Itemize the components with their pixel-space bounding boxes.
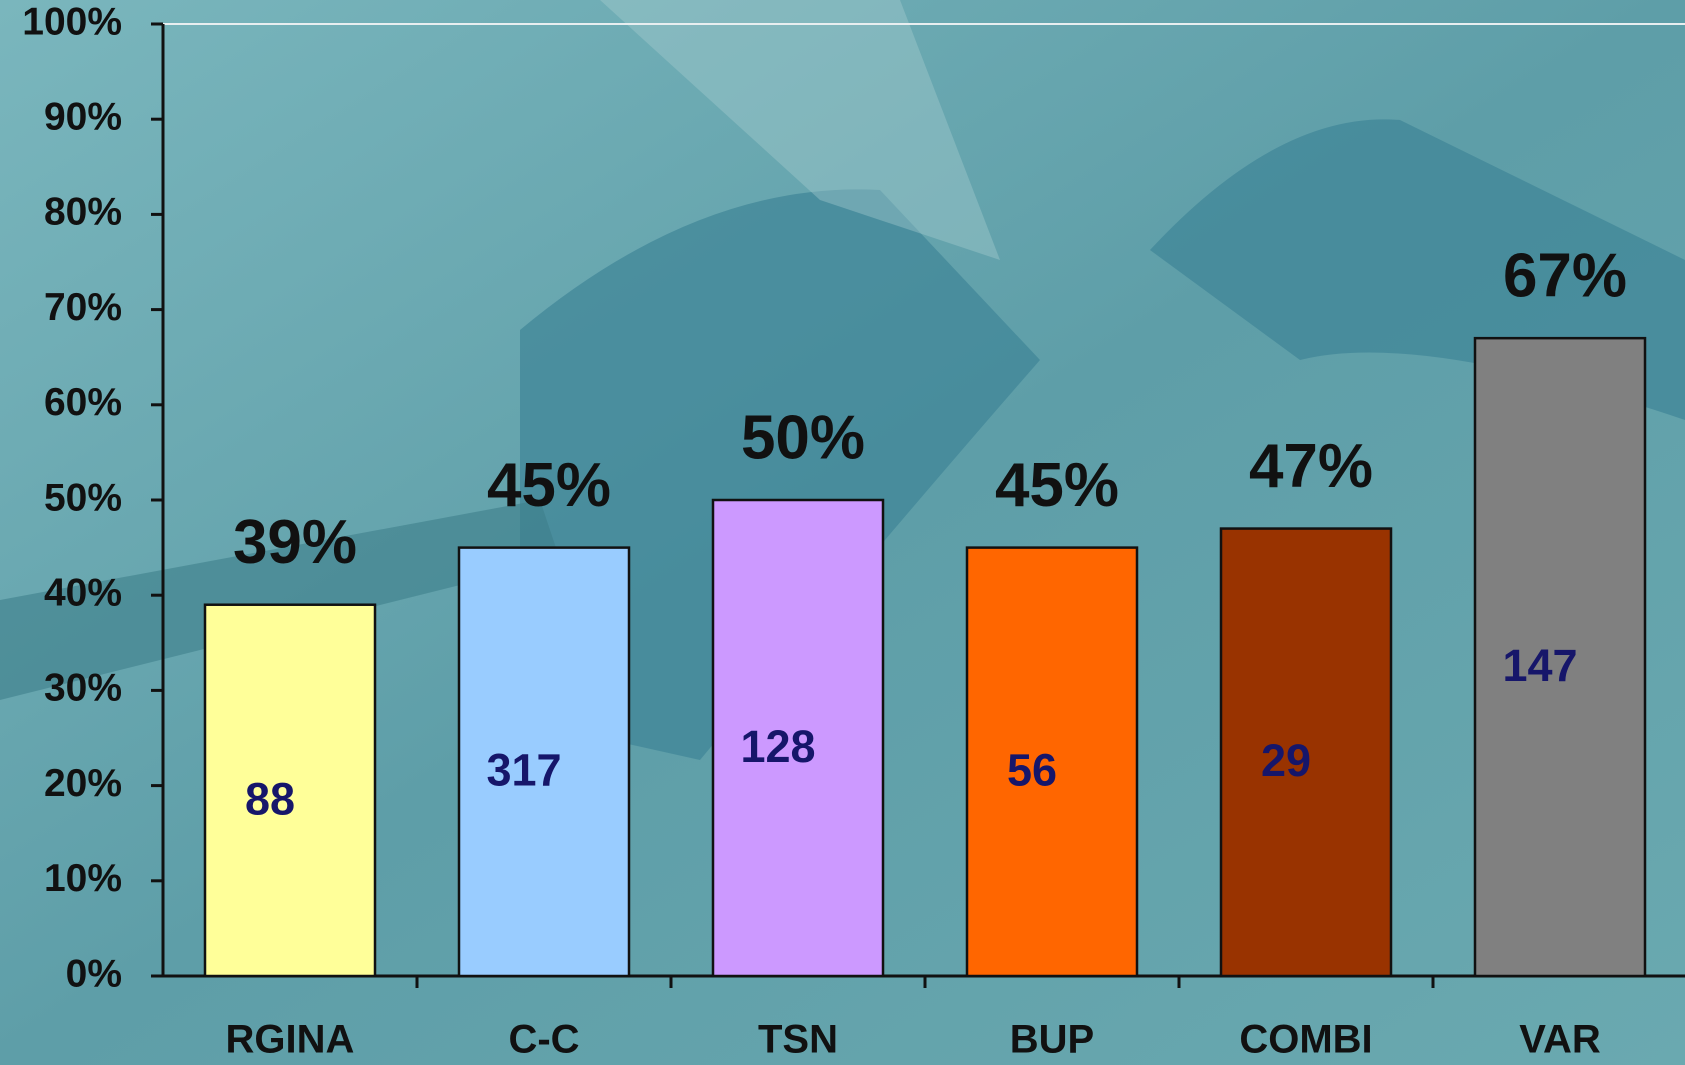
value-label: 39%	[233, 508, 357, 577]
value-label: 45%	[995, 451, 1119, 520]
bar	[1473, 336, 1647, 978]
background-shape	[520, 189, 1040, 760]
x-tick-label: BUP	[1010, 1018, 1094, 1062]
background-shape	[600, 0, 1000, 260]
x-tick-label: C-C	[508, 1018, 579, 1062]
count-label: 88	[245, 773, 295, 824]
y-tick-label: 100%	[22, 0, 122, 43]
bar	[457, 546, 631, 978]
value-label: 45%	[487, 451, 611, 520]
y-tick-label: 30%	[44, 667, 122, 710]
y-tick-label: 90%	[44, 95, 122, 138]
count-label: 147	[1502, 640, 1577, 691]
y-tick-label: 60%	[44, 381, 122, 424]
y-tick-label: 70%	[44, 286, 122, 329]
y-tick-label: 10%	[44, 857, 122, 900]
value-label: 67%	[1503, 242, 1627, 311]
value-label: 50%	[741, 403, 865, 472]
x-tick-label: TSN	[758, 1018, 838, 1062]
background-shape	[0, 500, 560, 700]
bar	[1219, 527, 1393, 978]
y-tick-label: 40%	[44, 571, 122, 614]
x-tick-label: VAR	[1519, 1018, 1601, 1062]
y-tick-label: 20%	[44, 762, 122, 805]
bar	[203, 603, 377, 978]
bar	[965, 546, 1139, 978]
bar	[711, 498, 885, 978]
count-label: 29	[1261, 735, 1311, 786]
y-tick-label: 0%	[66, 952, 122, 995]
count-label: 128	[740, 721, 815, 772]
count-label: 56	[1007, 745, 1057, 796]
x-tick-label: COMBI	[1239, 1018, 1372, 1062]
y-tick-label: 50%	[44, 476, 122, 519]
y-tick-label: 80%	[44, 191, 122, 234]
x-tick-label: RGINA	[226, 1018, 355, 1062]
count-label: 317	[486, 745, 561, 796]
value-label: 47%	[1249, 432, 1373, 501]
